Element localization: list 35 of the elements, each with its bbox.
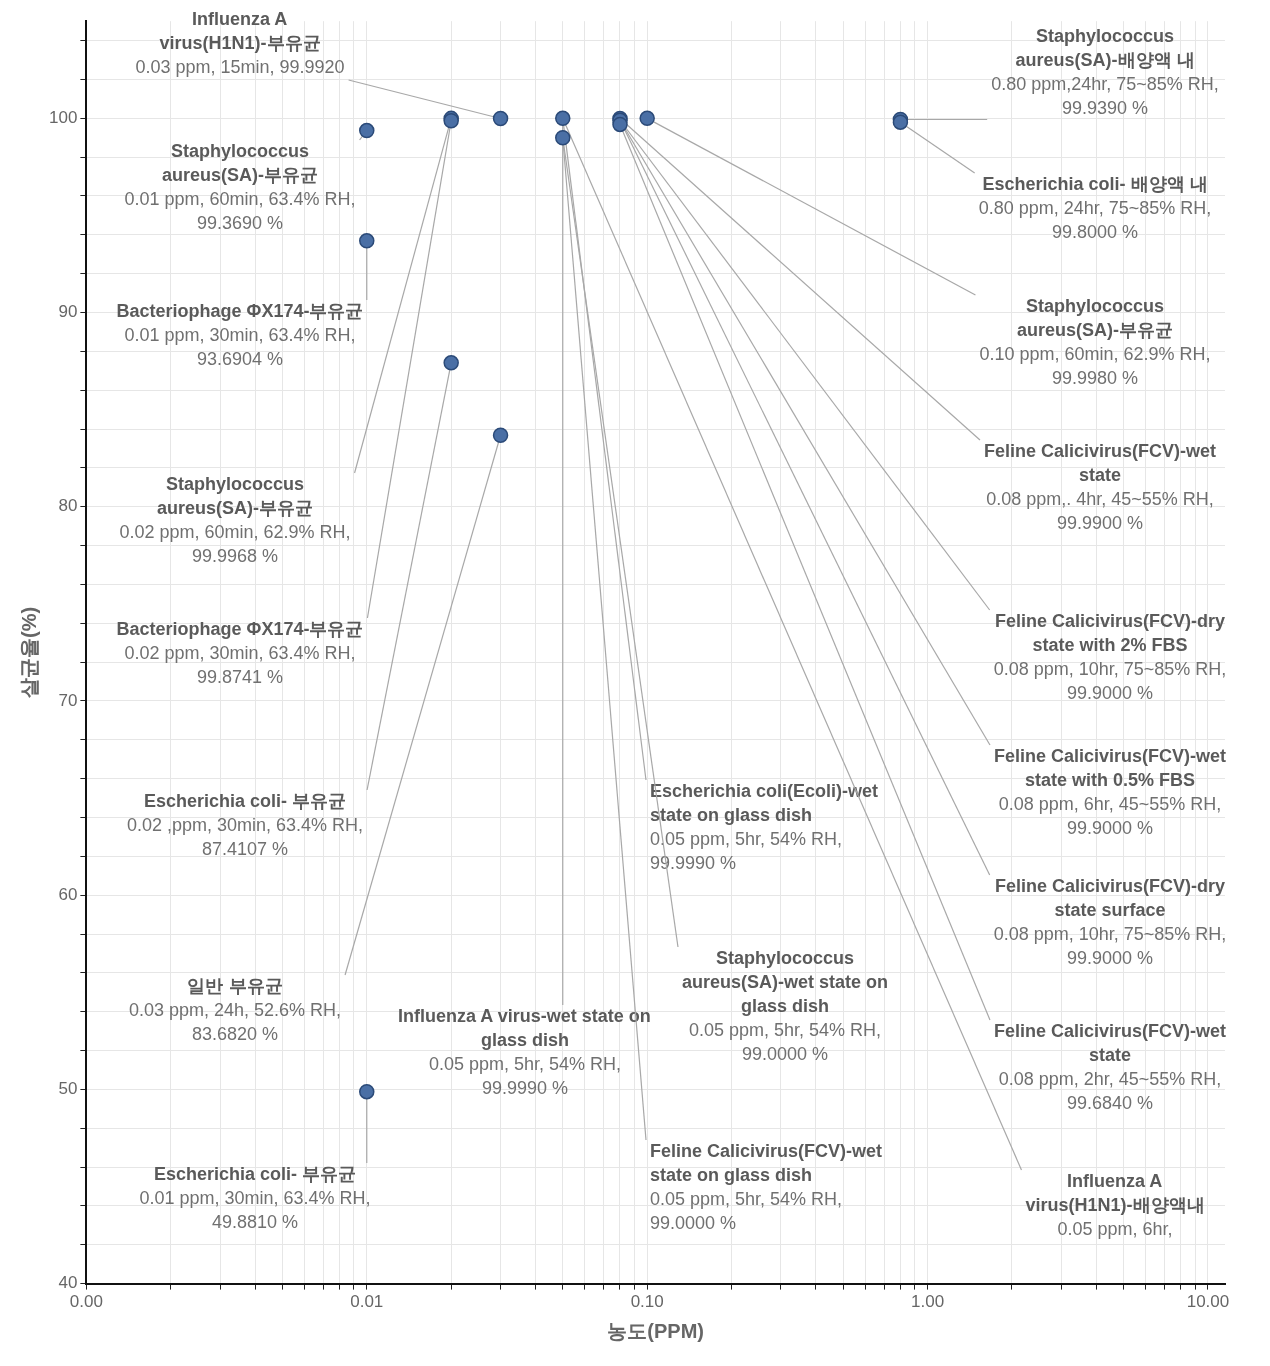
annotation: Bacteriophage ΦX174-부유균 0.02 ppm, 30min, 63.4% RH, 99.8741 % (116, 618, 364, 687)
annotation: Staphylococcus aureus(SA)-부유균 0.10 ppm, 60min, 62.9% RH, 99.9980 % (979, 295, 1211, 388)
annotation: Feline Calicivirus(FCV)-wet state on glass dish 0.05 ppm, 5hr, 54% RH, 99.0000 % (650, 1140, 883, 1233)
y-tick-label: 40 (58, 1273, 78, 1293)
y-tick-label: 60 (58, 884, 78, 904)
x-tick-label: 0.00 (69, 1292, 103, 1312)
y-tick-label: 70 (58, 690, 78, 710)
annotation: Escherichia coli(Ecoli)-wet state on glass dish 0.05 ppm, 5hr, 54% RH, 99.9990 % (650, 780, 879, 873)
x-tick-label: 0.01 (350, 1292, 384, 1312)
annotation: 일반 부유균 0.03 ppm, 24h, 52.6% RH, 83.6820 % (128, 975, 342, 1044)
annotation: Feline Calicivirus(FCV)-wet state 0.08 ppm, 2hr, 45~55% RH, 99.6840 % (993, 1020, 1227, 1113)
annotation: Feline Calicivirus(FCV)-wet state with 0.5% FBS 0.08 ppm, 6hr, 45~55% RH, 99.9000 % (993, 745, 1227, 838)
y-tick-label: 90 (58, 302, 78, 322)
x-tick-label: 10.00 (1186, 1292, 1230, 1312)
annotation: Influenza A virus(H1N1)-부유균 0.03 ppm, 15min, 99.9920 (135, 8, 345, 77)
annotation: Staphylococcus aureus(SA)-wet state on glass dish 0.05 ppm, 5hr, 54% RH, 99.0000 % (681, 947, 889, 1064)
annotation: Feline Calicivirus(FCV)-wet state 0.08 ppm,. 4hr, 45~55% RH, 99.9900 % (983, 440, 1217, 533)
annotation: Bacteriophage ΦX174-부유균 0.01 ppm, 30min, 63.4% RH, 93.6904 % (116, 300, 364, 369)
annotation: Feline Calicivirus(FCV)-dry state surface 0.08 ppm, 10hr, 75~85% RH, 99.9000 % (993, 875, 1227, 968)
annotation: Feline Calicivirus(FCV)-dry state with 2% FBS 0.08 ppm, 10hr, 75~85% RH, 99.9000 % (993, 610, 1227, 703)
annotation: Influenza A virus-wet state on glass dish 0.05 ppm, 5hr, 54% RH, 99.9990 % (397, 1005, 651, 1098)
annotation: Influenza A virus(H1N1)-배양액내 0.05 ppm, 6hr, (1025, 1170, 1205, 1239)
x-axis-title: 농도(PPM) (607, 1319, 705, 1342)
x-tick-label: 0.10 (630, 1292, 664, 1312)
annotation: Escherichia coli- 부유균 0.01 ppm, 30min, 63.4% RH, 49.8810 % (139, 1163, 371, 1232)
y-axis-title: 살균율(%) (17, 606, 40, 698)
y-tick-label: 100 (48, 108, 78, 127)
annotation: Staphylococcus aureus(SA)-부유균 0.02 ppm, 60min, 62.9% RH, 99.9968 % (119, 473, 351, 566)
x-tick-label: 1.00 (911, 1292, 945, 1312)
annotation: Escherichia coli- 부유균 0.02 ,ppm, 30min, 63.4% RH, 87.4107 % (126, 790, 364, 859)
annotation: Escherichia coli- 배양액 내 0.80 ppm, 24hr, 75~85% RH, 99.8000 % (978, 173, 1212, 242)
annotation: Staphylococcus aureus(SA)-부유균 0.01 ppm, 60min, 63.4% RH, 99.3690 % (124, 140, 356, 233)
annotation: Staphylococcus aureus(SA)-배양액 내 0.80 ppm,24hr, 75~85% RH, 99.9390 % (991, 25, 1219, 118)
y-tick-label: 50 (58, 1079, 78, 1099)
y-tick-label: 80 (58, 496, 78, 516)
